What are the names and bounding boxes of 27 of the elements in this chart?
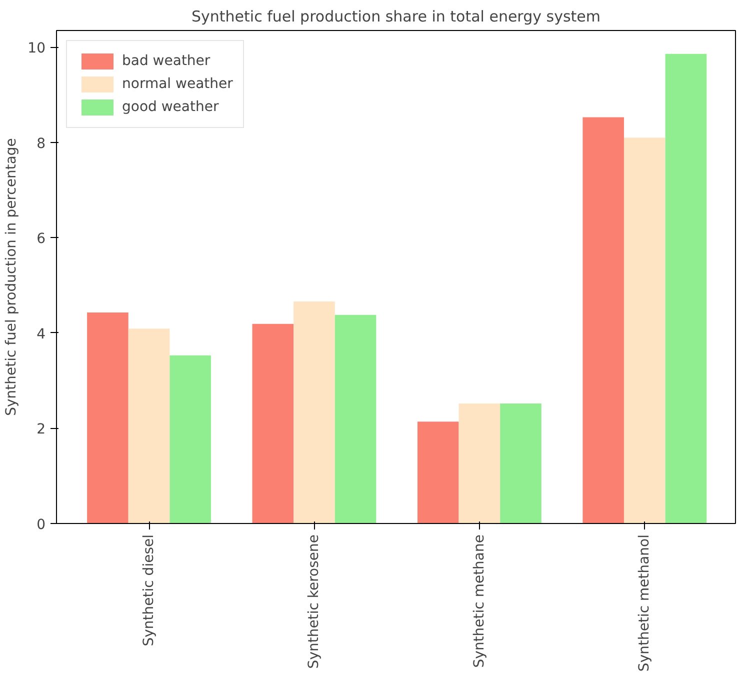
legend-label: normal weather [122,76,233,92]
chart-title: Synthetic fuel production share in total energy system [192,8,600,26]
y-tick-label: 8 [36,136,46,152]
x-tick-label: Synthetic kerosene [306,534,322,669]
bar [170,355,211,524]
bar [458,403,500,524]
bar [252,324,294,524]
y-tick-label: 6 [36,231,46,248]
x-tick-label: Synthetic diesel [141,534,158,646]
x-tick-label: Synthetic methanol [636,534,653,672]
bar [294,302,335,524]
y-tick-label: 0 [36,517,46,533]
x-tick-label: Synthetic methane [471,534,488,668]
y-tick-label: 4 [36,326,46,342]
bar [582,117,624,524]
y-tick-label: 2 [36,422,46,438]
bar [334,314,376,524]
bar [87,312,128,524]
bar [665,54,707,524]
bar [500,403,542,524]
bar [417,422,459,524]
bar [128,328,170,524]
y-tick-label: 10 [28,40,46,57]
bar [624,138,666,524]
legend-label: bad weather [122,53,210,69]
legend-label: good weather [122,99,219,115]
y-axis-title: Synthetic fuel production in percentage [4,138,20,416]
